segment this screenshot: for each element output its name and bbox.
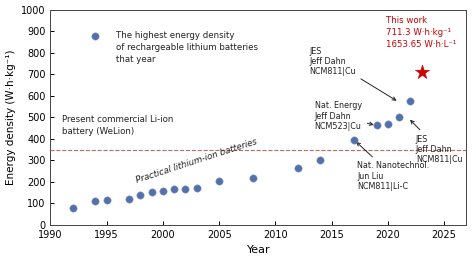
Point xyxy=(384,122,392,126)
Text: Nat. Energy
Jeff Dahn
NCM523|Cu: Nat. Energy Jeff Dahn NCM523|Cu xyxy=(315,101,373,131)
Point xyxy=(373,123,380,128)
Text: This work
711.3 W·h·kg⁻¹
1653.65 W·h·L⁻¹: This work 711.3 W·h·kg⁻¹ 1653.65 W·h·L⁻¹ xyxy=(385,16,456,49)
Text: The highest energy density
of rechargeable lithium batteries
that year: The highest energy density of rechargeab… xyxy=(116,31,258,64)
Text: JES
Jeff Dahn
NCM811|Cu: JES Jeff Dahn NCM811|Cu xyxy=(309,46,396,100)
Point xyxy=(182,187,189,191)
Point xyxy=(418,70,425,74)
Point xyxy=(407,99,414,103)
X-axis label: Year: Year xyxy=(246,245,270,256)
Point xyxy=(91,34,99,39)
Text: Practical lithium-ion batteries: Practical lithium-ion batteries xyxy=(135,137,258,185)
Point xyxy=(137,193,144,197)
Point xyxy=(317,158,324,163)
Point xyxy=(69,206,77,210)
Text: Nat. Nanotechnol.
Jun Liu
NCM811|Li-C: Nat. Nanotechnol. Jun Liu NCM811|Li-C xyxy=(357,143,430,191)
Text: JES
Jeff Dahn
NCM811|Cu: JES Jeff Dahn NCM811|Cu xyxy=(411,121,463,164)
Point xyxy=(103,198,110,202)
Point xyxy=(350,138,358,142)
Point xyxy=(249,176,256,180)
Point xyxy=(148,189,155,194)
Point xyxy=(170,187,178,192)
Point xyxy=(91,199,99,203)
Point xyxy=(215,179,223,183)
Point xyxy=(395,115,403,119)
Y-axis label: Energy density (W·h·kg⁻¹): Energy density (W·h·kg⁻¹) xyxy=(6,50,16,185)
Point xyxy=(193,186,201,191)
Point xyxy=(159,188,167,193)
Point xyxy=(294,166,301,170)
Point xyxy=(126,197,133,201)
Text: Present commercial Li-ion
battery (WeLion): Present commercial Li-ion battery (WeLio… xyxy=(62,115,173,136)
